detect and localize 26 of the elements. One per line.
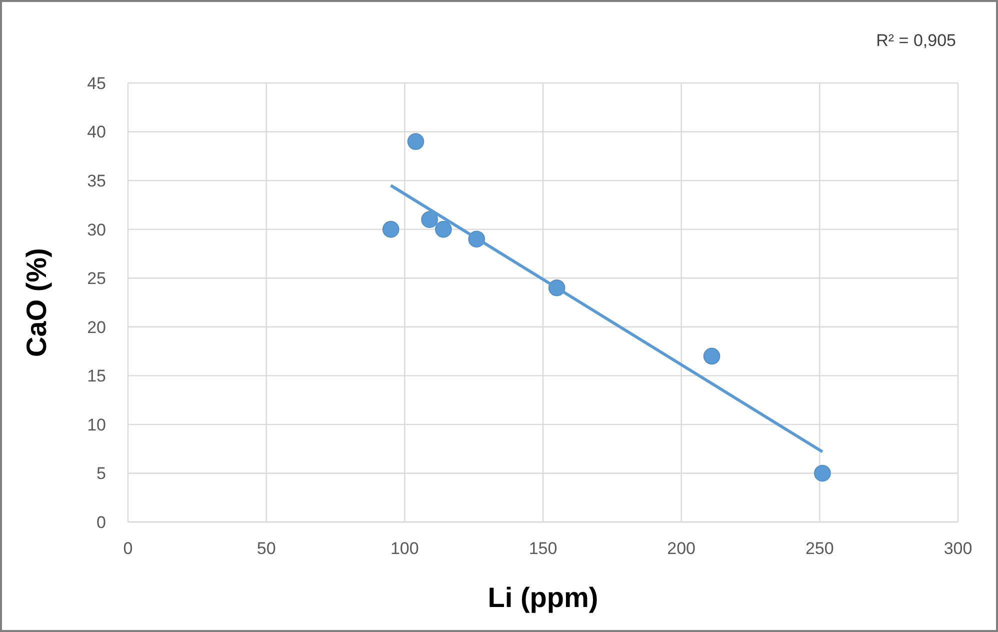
y-tick-label: 15 [87,366,106,386]
y-axis-title: CaO (%) [21,248,52,357]
point [814,464,831,482]
y-tick-label: 30 [87,220,106,240]
x-tick-label: 200 [667,539,696,558]
x-tick-label: 150 [528,539,558,558]
y-tick-label: 0 [96,512,106,532]
point [703,348,720,365]
x-tick-label: 50 [256,539,276,558]
y-tick-label: 10 [87,415,106,434]
x-tick-label: 300 [944,539,972,558]
y-tick-label: 20 [87,318,106,337]
y-tick-label: 35 [87,172,106,191]
x-tick-label: 100 [390,539,419,558]
y-tick-label: 40 [87,122,106,142]
point [407,133,424,150]
point [382,220,400,238]
y-tick-label: 25 [87,269,106,288]
point [435,220,452,238]
x-tick-label: 250 [805,539,834,558]
y-tick-label: 45 [87,74,106,93]
x-axis-title: Li (ppm) [488,582,598,613]
text: R² = 0,905 [876,31,956,50]
y-tick-label: 5 [96,464,106,484]
x-tick-label: 0 [123,539,133,558]
point [421,211,438,228]
